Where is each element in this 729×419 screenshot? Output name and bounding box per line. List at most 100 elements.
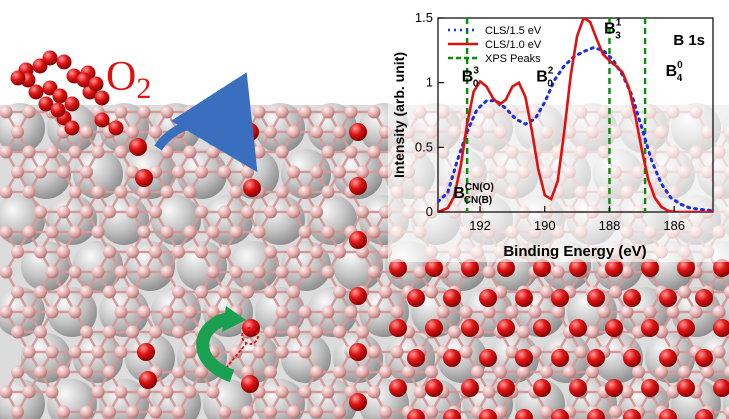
boron-atom: [126, 125, 139, 139]
boron-atom: [103, 205, 116, 219]
oxygen-atom: [623, 349, 641, 367]
oxygen-atom: [497, 319, 515, 337]
oxygen-atom: [407, 349, 425, 367]
oxygen-atom: [407, 409, 425, 419]
boron-atom: [505, 345, 519, 359]
boron-atom: [68, 265, 82, 279]
silver-atom: [281, 149, 331, 199]
annotation-sub: 3: [615, 31, 621, 42]
oxygen-atom: [515, 349, 533, 367]
boron-atom: [103, 325, 116, 339]
boron-atom: [149, 205, 162, 219]
o2-atom: [64, 96, 80, 112]
boron-atom: [356, 165, 369, 179]
boron-atom: [666, 305, 680, 319]
boron-atom: [160, 185, 174, 199]
oxygen-atom: [349, 343, 367, 361]
boron-atom: [172, 365, 185, 379]
oxygen-atom: [349, 123, 367, 141]
boron-atom: [551, 265, 565, 279]
oxygen-atom: [533, 379, 551, 397]
boron-atom: [689, 305, 703, 319]
boron-atom: [91, 385, 105, 399]
boron-atom: [459, 345, 473, 359]
boron-atom: [344, 305, 358, 319]
boron-atom: [712, 345, 726, 359]
boron-atom: [206, 265, 220, 279]
peak-annotation: B0 4: [666, 60, 684, 84]
boron-atom: [620, 265, 634, 279]
boron-atom: [114, 305, 128, 319]
boron-atom: [367, 305, 381, 319]
boron-atom: [528, 305, 542, 319]
boron-atom: [160, 145, 174, 159]
boron-atom: [287, 325, 300, 339]
boron-atom: [206, 385, 220, 399]
oxygen-atom: [587, 289, 605, 307]
legend-label-cls15: CLS/1.5 eV: [485, 25, 542, 37]
boron-atom: [586, 365, 599, 379]
boron-atom: [172, 285, 185, 299]
boron-atom: [114, 145, 128, 159]
boron-atom: [310, 405, 323, 419]
boron-atom: [68, 305, 82, 319]
y-axis-label: Intensity (arb. unit): [391, 52, 407, 178]
boron-atom: [160, 305, 174, 319]
o2-atom: [56, 54, 72, 70]
oxygen-atom: [533, 319, 551, 337]
boron-atom: [91, 185, 105, 199]
annotation-base: B: [666, 63, 678, 80]
boron-atom: [367, 225, 381, 239]
oxygen-atom: [137, 343, 155, 361]
o2-atom: [52, 88, 68, 104]
boron-atom: [632, 365, 645, 379]
silver-atom: [73, 149, 123, 199]
boron-atom: [379, 285, 392, 299]
boron-atom: [321, 305, 335, 319]
boron-atom: [45, 265, 59, 279]
boron-atom: [114, 345, 128, 359]
peak-annotation: B3 0: [462, 65, 480, 89]
boron-atom: [68, 225, 82, 239]
boron-atom: [275, 345, 289, 359]
green-arrow-icon: [196, 311, 235, 383]
boron-atom: [367, 105, 381, 119]
oxygen-atom: [677, 259, 695, 277]
boron-atom: [22, 345, 36, 359]
boron-atom: [68, 145, 82, 159]
boron-atom: [34, 325, 47, 339]
boron-atom: [206, 225, 220, 239]
boron-atom: [356, 325, 369, 339]
boron-atom: [11, 325, 24, 339]
boron-atom: [149, 405, 162, 419]
oxygen-atom: [389, 259, 407, 277]
peak-annotation: B2 0: [536, 65, 554, 89]
boron-atom: [379, 365, 392, 379]
boron-atom: [11, 165, 24, 179]
boron-atom: [275, 105, 289, 119]
peak-annotation: BCN(O) CN(B): [453, 182, 493, 206]
boron-atom: [103, 365, 116, 379]
oxygen-atom: [241, 123, 259, 141]
boron-atom: [218, 165, 231, 179]
x-tick-label: 192: [469, 218, 491, 233]
oxygen-atom: [677, 379, 695, 397]
x-tick-label: 188: [599, 218, 621, 233]
boron-atom: [482, 305, 496, 319]
boron-atom: [206, 305, 220, 319]
boron-atom: [252, 225, 266, 239]
oxygen-atom: [425, 379, 443, 397]
boron-atom: [45, 225, 59, 239]
boron-atom: [321, 385, 335, 399]
boron-atom: [160, 385, 174, 399]
boron-atom: [287, 205, 300, 219]
boron-atom: [505, 305, 519, 319]
boron-atom: [80, 325, 93, 339]
boron-atom: [333, 165, 346, 179]
oxygen-atom: [695, 289, 713, 307]
annotation-sup: 1: [616, 18, 622, 29]
o2-label-sub: 2: [136, 72, 151, 105]
boron-atom: [68, 185, 82, 199]
blue-arrow-icon: [154, 72, 258, 173]
